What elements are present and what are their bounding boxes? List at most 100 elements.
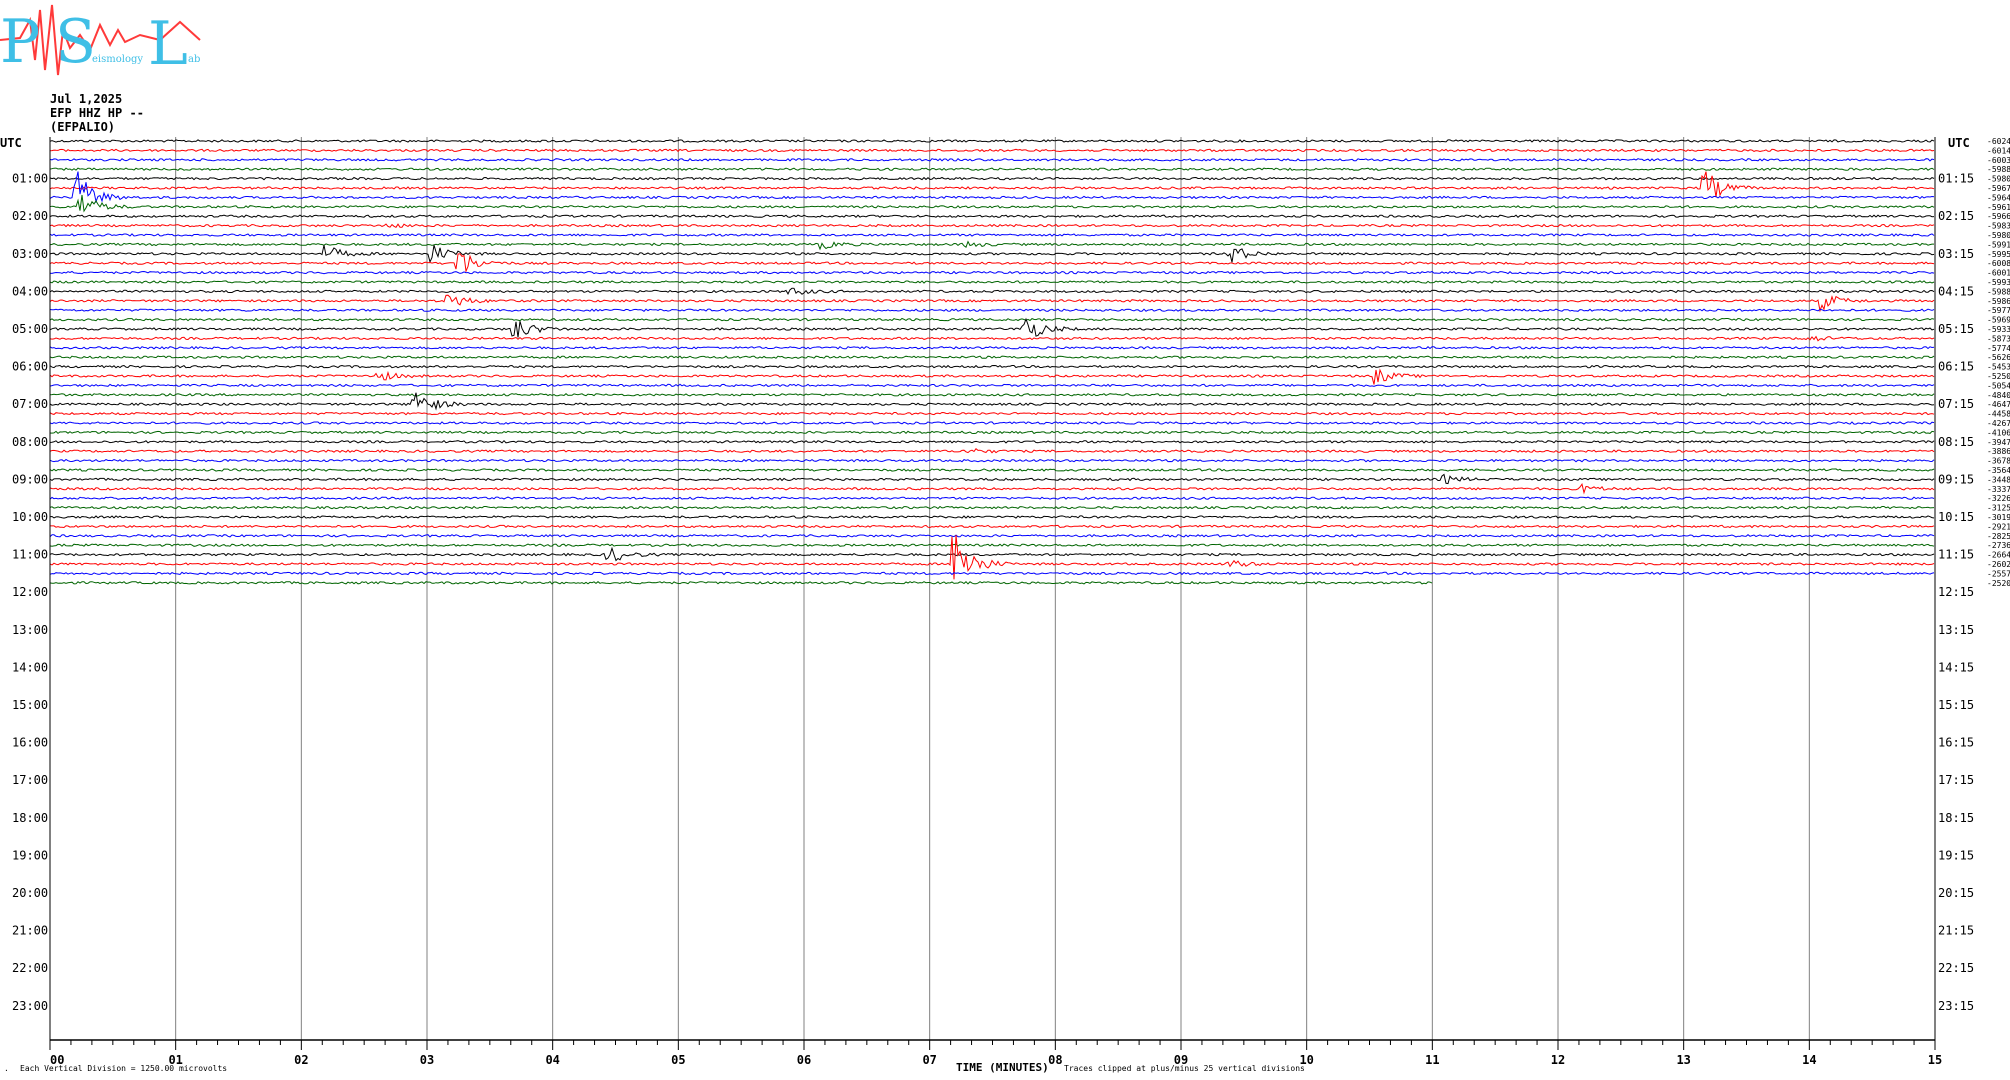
trace-line [49,176,1935,181]
minute-grid [175,137,1810,1040]
line-value-label: -5967 [1987,184,2010,193]
line-value-label: -5986 [1987,297,2010,306]
trace-line [49,167,1935,171]
minute-label: 01 [168,1053,182,1067]
hour-label-right: 11:15 [1938,548,1974,562]
line-value-label: -5995 [1987,250,2010,259]
trace-line [49,240,1934,251]
logo-letter-p: P [0,7,40,77]
trace-line [49,543,1935,547]
trace-line [49,411,1935,416]
psl-logo: P S eismology L ab [0,4,201,79]
line-value-label: -4106 [1987,428,2010,437]
hour-label-left: 03:00 [12,247,48,261]
hour-label-left: 17:00 [12,773,48,787]
line-value-label: -5453 [1987,363,2010,372]
trace-line [49,421,1935,425]
trace-line [49,158,1935,162]
hour-label-left: 22:00 [12,961,48,975]
line-value-labels: -6024-6014-6003-5988-5980-5967-5964-5961… [1987,137,2010,588]
line-value-label: -5250 [1987,372,2010,381]
minute-label: 02 [294,1053,308,1067]
minute-label: 09 [1174,1053,1188,1067]
hour-label-left: 15:00 [12,698,48,712]
footer-scale: Each Vertical Division = 1250.00 microvo… [20,1064,228,1073]
trace-line [49,194,1935,213]
header-date: Jul 1,2025 [50,92,123,106]
hour-label-right: 04:15 [1938,284,1974,298]
hour-label-left: 16:00 [12,736,48,750]
trace-line [49,308,1935,312]
footer-mark: . [4,1064,9,1073]
minute-label: 13 [1676,1053,1690,1067]
hour-label-right: 09:15 [1938,472,1974,486]
hour-label-left: 19:00 [12,848,48,862]
line-value-label: -2921 [1987,522,2010,531]
line-value-label: -3886 [1987,447,2010,456]
trace-line [49,233,1935,237]
line-value-label: -2736 [1987,541,2010,550]
trace-line [49,392,1935,411]
trace-line [50,524,1935,529]
minute-label: 00 [50,1053,64,1067]
header-channel: EFP HHZ HP -- [50,106,144,120]
minute-label: 15 [1928,1053,1942,1067]
logo-letter-s: S [55,7,96,77]
trace-line [49,458,1935,463]
trace-line [49,345,1935,350]
hour-label-right: 20:15 [1938,886,1974,900]
trace-line [49,171,1935,204]
minute-label: 06 [797,1053,811,1067]
hour-label-right: 13:15 [1938,623,1974,637]
trace-line [49,383,1935,388]
line-value-label: -5969 [1987,316,2010,325]
minute-label: 10 [1299,1053,1313,1067]
trace-line [49,364,1935,369]
line-value-label: -6001 [1987,269,2010,278]
line-value-label: -5991 [1987,240,2010,249]
hour-label-right: 05:15 [1938,322,1974,336]
hour-label-left: 07:00 [12,397,48,411]
hour-label-left: 14:00 [12,660,48,674]
minute-label: 11 [1425,1053,1439,1067]
trace-line [49,171,1935,198]
hour-label-right: 03:15 [1938,247,1974,261]
hour-label-left: 09:00 [12,472,48,486]
line-value-label: -5873 [1987,334,2010,343]
hour-label-right: 06:15 [1938,360,1974,374]
line-value-label: -6014 [1987,146,2010,155]
trace-line [49,496,1935,500]
line-value-label: -5988 [1987,165,2010,174]
line-value-label: -2602 [1987,560,2010,569]
trace-line [49,355,1935,360]
minute-label: 08 [1048,1053,1062,1067]
hour-label-right: 07:15 [1938,397,1974,411]
x-axis-label: TIME (MINUTES) [956,1061,1049,1074]
trace-line [49,468,1935,472]
logo-word: eismology [92,54,143,65]
hour-label-right: 08:15 [1938,435,1974,449]
hour-label-left: 02:00 [12,209,48,223]
line-value-label: -5054 [1987,381,2010,390]
hour-label-right: 18:15 [1938,811,1974,825]
seismic-traces [49,139,1935,585]
line-value-label: -3947 [1987,438,2010,447]
hour-label-left: 18:00 [12,811,48,825]
line-value-label: -3678 [1987,457,2010,466]
trace-line [49,473,1935,485]
hour-label-right: 23:15 [1938,999,1974,1013]
hour-label-right: 10:15 [1938,510,1974,524]
utc-left-label: UTC [0,136,22,150]
line-value-label: -5774 [1987,344,2010,353]
hour-label-right: 19:15 [1938,848,1974,862]
line-value-label: -5626 [1987,353,2010,362]
logo-suffix: ab [188,54,200,65]
hour-label-left: 01:00 [12,172,48,186]
logo-letter-l: L [148,9,188,79]
hour-label-right: 14:15 [1938,660,1974,674]
logo-seismogram [0,4,201,76]
trace-line [49,139,1935,143]
utc-right-label: UTC [1948,136,1970,150]
trace-line [49,580,1433,585]
line-value-label: -3564 [1987,466,2010,475]
